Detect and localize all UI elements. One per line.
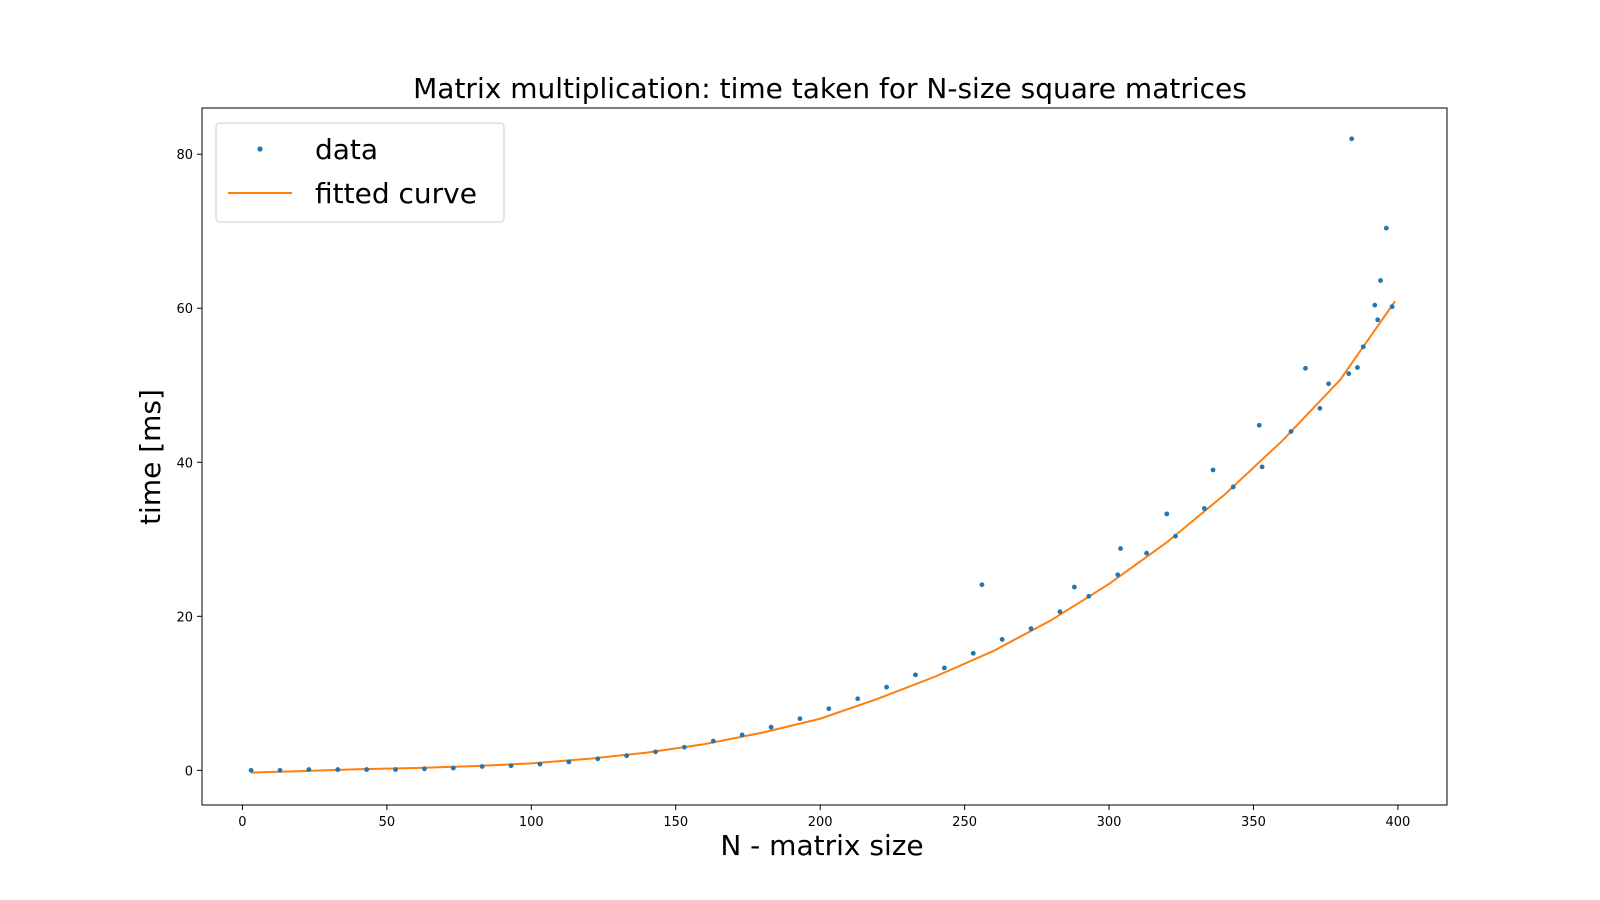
y-tick-label: 0 — [185, 764, 193, 779]
data-point — [624, 753, 630, 759]
data-point — [306, 767, 312, 772]
data-point — [1201, 506, 1207, 511]
data-point — [1303, 365, 1308, 371]
data-point — [710, 738, 716, 744]
plot-area — [201, 107, 1448, 806]
data-point — [979, 582, 985, 588]
data-point — [1383, 225, 1389, 231]
data-point — [999, 637, 1005, 642]
legend-label-fitted-curve: fitted curve — [315, 177, 477, 210]
data-point — [508, 763, 514, 769]
data-point — [537, 761, 543, 767]
x-tick-label: 300 — [1097, 815, 1122, 830]
plot-frame — [201, 107, 1448, 806]
data-point — [1028, 626, 1034, 632]
legend-box — [215, 122, 505, 223]
y-tick-label: 20 — [176, 610, 193, 625]
data-point — [1210, 467, 1216, 473]
data-point — [826, 706, 832, 712]
x-axis-label: N - matrix size — [720, 829, 923, 862]
y-axis-label: time [ms] — [134, 389, 167, 525]
y-axis: 0 20 40 60 80 — [176, 148, 202, 779]
chart-title: Matrix multiplication: time taken for N-… — [413, 72, 1247, 105]
data-point — [422, 766, 427, 772]
data-point — [1375, 317, 1381, 323]
data-point — [1355, 365, 1360, 370]
data-point — [248, 767, 254, 773]
data-point — [1389, 304, 1395, 310]
data-point — [1230, 484, 1236, 490]
y-tick-label: 60 — [176, 302, 193, 317]
y-tick-label: 40 — [176, 456, 193, 471]
data-point — [1086, 593, 1092, 599]
data-point — [1317, 405, 1323, 411]
x-tick-label: 400 — [1385, 815, 1410, 830]
data-point — [1288, 429, 1294, 434]
data-point — [970, 650, 976, 656]
data-point — [913, 672, 918, 678]
y-tick-label: 80 — [176, 148, 193, 163]
data-point — [855, 696, 861, 702]
data-point — [1057, 609, 1063, 615]
data-point — [1144, 550, 1149, 556]
legend-data-marker — [257, 146, 263, 152]
data-point — [1115, 572, 1121, 578]
data-point — [1071, 584, 1077, 590]
data-point — [682, 744, 687, 750]
data-point — [797, 716, 803, 722]
fitted-curve-line — [251, 300, 1396, 774]
data-point — [1326, 381, 1331, 387]
data-point — [739, 732, 745, 738]
data-point — [1164, 511, 1170, 517]
x-tick-label: 250 — [952, 815, 977, 830]
data-point — [941, 665, 947, 671]
x-tick-label: 0 — [238, 815, 246, 830]
data-point — [1360, 344, 1366, 350]
data-point — [768, 724, 774, 730]
data-point — [277, 767, 283, 773]
x-tick-label: 50 — [379, 815, 396, 830]
data-point — [1346, 371, 1352, 377]
data-point — [1378, 278, 1383, 283]
x-tick-label: 350 — [1241, 815, 1266, 830]
data-point — [335, 767, 341, 772]
data-point — [1118, 546, 1123, 551]
x-axis: 0 50 100 150 200 250 300 350 400 — [238, 805, 1410, 830]
data-point — [595, 756, 601, 762]
legend-label-data: data — [315, 133, 378, 166]
data-point — [479, 764, 485, 769]
data-point — [653, 749, 658, 755]
x-tick-label: 150 — [663, 815, 688, 830]
x-tick-label: 200 — [808, 815, 833, 830]
data-point — [1256, 422, 1262, 428]
data-point — [1259, 464, 1265, 470]
data-point — [1372, 302, 1378, 308]
legend: data fitted curve — [215, 122, 505, 223]
data-point — [884, 684, 890, 690]
data-point — [364, 767, 370, 772]
data-point — [450, 765, 456, 771]
data-point — [1349, 136, 1355, 142]
data-point — [393, 767, 398, 772]
data-point — [1173, 533, 1178, 539]
x-tick-label: 100 — [519, 815, 544, 830]
data-point — [566, 759, 572, 765]
